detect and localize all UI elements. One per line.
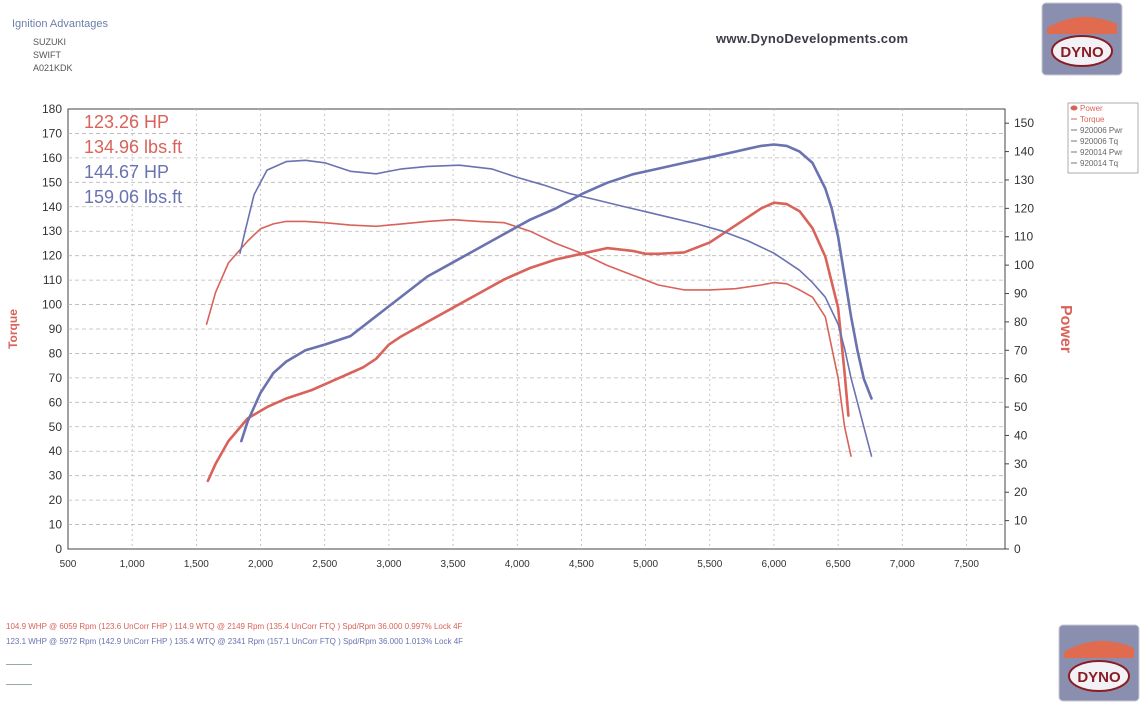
y-left-tick-label: 140: [42, 200, 62, 214]
vehicle-reg: A021KDK: [33, 63, 73, 73]
y-left-tick-label: 10: [49, 518, 63, 532]
y-left-tick-label: 90: [49, 322, 63, 336]
y-right-tick-label: 150: [1014, 116, 1034, 130]
x-tick-label: 1,000: [120, 559, 145, 570]
vehicle-model: SWIFT: [33, 50, 61, 60]
y-left-tick-label: 0: [55, 542, 62, 556]
x-tick-label: 3,500: [441, 559, 466, 570]
y-left-tick-label: 40: [49, 444, 63, 458]
x-tick-label: 4,000: [505, 559, 530, 570]
y-right-tick-label: 130: [1014, 173, 1034, 187]
y-left-tick-label: 120: [42, 249, 62, 263]
legend-entry: 920006 Tq: [1080, 137, 1118, 146]
y-left-tick-label: 100: [42, 298, 62, 312]
y-right-tick-label: 0: [1014, 542, 1021, 556]
summary-line-1: 104.9 WHP @ 6059 Rpm (123.6 UnCorr FHP )…: [6, 622, 463, 631]
y-left-tick-label: 30: [49, 469, 63, 483]
legend-entry: Power: [1080, 104, 1103, 113]
peak-annotation: 123.26 HP: [84, 112, 169, 132]
y-left-tick-label: 80: [49, 346, 63, 360]
y-right-tick-label: 50: [1014, 400, 1028, 414]
x-tick-label: 6,000: [761, 559, 786, 570]
x-tick-label: 1,500: [184, 559, 209, 570]
x-tick-label: 4,500: [569, 559, 594, 570]
peak-annotation: 159.06 lbs.ft: [84, 187, 182, 207]
y-right-tick-label: 10: [1014, 514, 1028, 528]
summary-line-2: 123.1 WHP @ 5972 Rpm (142.9 UnCorr FHP )…: [6, 637, 464, 646]
x-tick-label: 3,000: [376, 559, 401, 570]
y-right-tick-label: 60: [1014, 372, 1028, 386]
dyno-logo-text: DYNO: [1060, 44, 1104, 61]
x-tick-label: 2,500: [312, 559, 337, 570]
legend-swatch: [1070, 105, 1078, 111]
peak-annotation: 134.96 lbs.ft: [84, 137, 182, 157]
y-left-axis-title: Torque: [6, 309, 20, 349]
y-right-tick-label: 90: [1014, 287, 1028, 301]
y-left-tick-label: 110: [43, 273, 62, 287]
y-right-axis-title: Power: [1057, 305, 1074, 353]
series-line-920006-pwr: [206, 201, 850, 483]
y-right-tick-label: 120: [1014, 201, 1034, 215]
y-left-tick-label: 20: [49, 493, 63, 507]
y-right-tick-label: 100: [1014, 258, 1034, 272]
legend-entry: 920006 Pwr: [1080, 126, 1123, 135]
y-left-tick-label: 150: [42, 175, 62, 189]
y-left-tick-label: 160: [42, 151, 62, 165]
series-line-920006-tq: [205, 218, 852, 457]
y-left-tick-label: 70: [49, 371, 63, 385]
legend-entry: 920014 Tq: [1080, 159, 1118, 168]
y-left-tick-label: 180: [42, 102, 62, 116]
y-right-tick-label: 40: [1014, 428, 1028, 442]
legend-entry: Torque: [1080, 115, 1105, 124]
y-right-tick-label: 70: [1014, 343, 1028, 357]
dyno-logo-text: DYNO: [1077, 669, 1121, 686]
legend-entry: 920014 Pwr: [1080, 148, 1123, 157]
x-tick-label: 2,000: [248, 559, 273, 570]
peak-annotation: 144.67 HP: [84, 162, 169, 182]
y-left-tick-label: 60: [49, 395, 63, 409]
footer-divider: [6, 664, 32, 665]
series-line-920014-pwr: [240, 143, 873, 443]
y-right-tick-label: 140: [1014, 145, 1034, 159]
y-left-tick-label: 170: [42, 126, 62, 140]
x-tick-label: 6,500: [826, 559, 851, 570]
y-left-tick-label: 130: [42, 224, 62, 238]
x-tick-label: 5,500: [697, 559, 722, 570]
legend-box: [1067, 102, 1139, 174]
report-title: Ignition Advantages: [12, 18, 109, 30]
website-link[interactable]: www.DynoDevelopments.com: [716, 31, 909, 46]
vehicle-make: SUZUKI: [33, 37, 67, 47]
series-line-920014-tq: [239, 159, 873, 457]
y-right-tick-label: 20: [1014, 485, 1028, 499]
y-right-tick-label: 110: [1014, 230, 1033, 244]
footer-divider: [6, 684, 32, 685]
y-right-tick-label: 30: [1014, 457, 1028, 471]
y-left-tick-label: 50: [49, 420, 63, 434]
y-right-tick-label: 80: [1014, 315, 1028, 329]
dyno-logo-top: DYNO: [1041, 2, 1123, 76]
x-tick-label: 7,000: [890, 559, 915, 570]
x-tick-label: 5,000: [633, 559, 658, 570]
dyno-logo-bottom: DYNO: [1058, 624, 1140, 702]
x-tick-label: 500: [60, 559, 77, 570]
x-tick-label: 7,500: [954, 559, 979, 570]
